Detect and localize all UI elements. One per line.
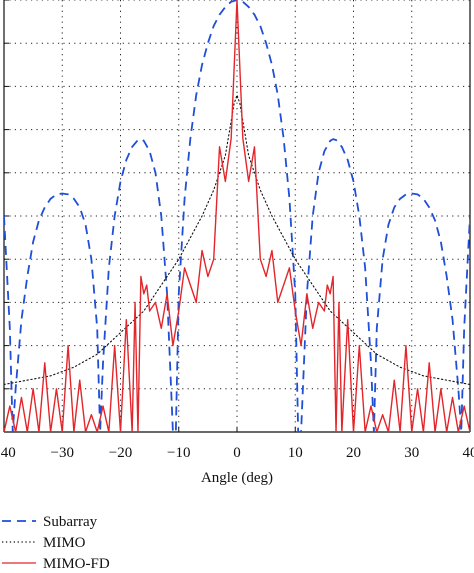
x-tick-label: 10	[288, 445, 303, 461]
legend-label-mimo-fd: MIMO-FD	[43, 556, 110, 568]
x-tick-label: −30	[51, 445, 74, 461]
x-axis-label: Angle (deg)	[201, 470, 273, 486]
x-tick-label: 30	[404, 445, 419, 461]
x-tick-label: 20	[346, 445, 361, 461]
x-tick-label: 0	[233, 445, 241, 461]
x-tick-label: −10	[167, 445, 190, 461]
legend-label-mimo: MIMO	[43, 535, 86, 551]
legend: Subarray MIMO MIMO-FD	[2, 514, 110, 568]
x-tick-label: −20	[109, 445, 132, 461]
x-tick-label: 40	[463, 445, 474, 461]
x-tick-label: −40	[0, 445, 16, 461]
x-tick-labels: −40 −30 −20 −10 0 10 20 30 40	[0, 445, 474, 461]
legend-label-subarray: Subarray	[43, 514, 98, 530]
